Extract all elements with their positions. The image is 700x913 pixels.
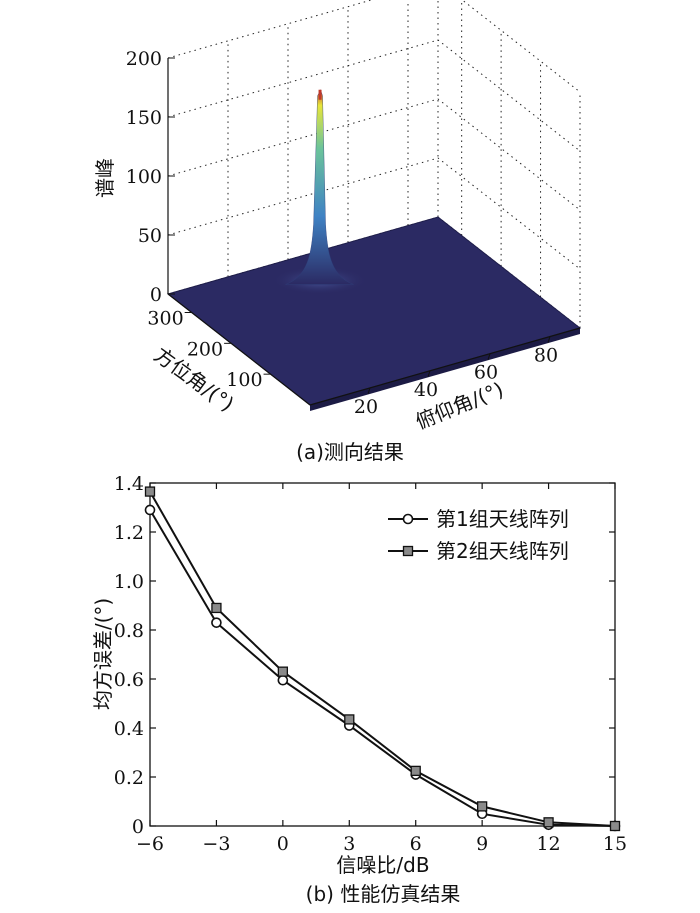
- elevation-tick-label: 20: [354, 396, 378, 418]
- x-tick-label: 9: [476, 833, 488, 855]
- legend-marker-circle: [402, 513, 414, 525]
- z-tick-labels: 0 50 100 150 200: [126, 48, 175, 306]
- x-ticks: −6 −3 0 3 6 9 12 15: [136, 483, 627, 855]
- series-2-point: [277, 666, 289, 677]
- series-2-point: [543, 817, 554, 828]
- plot-frame: [149, 482, 616, 827]
- surface-peak: [271, 89, 368, 295]
- series-1-point: [144, 504, 156, 516]
- azimuth-tick-label: 300: [147, 308, 183, 330]
- z-tick-label: 100: [126, 166, 162, 188]
- z-tick-label: 0: [150, 284, 162, 306]
- z-tick-label: 200: [126, 48, 162, 70]
- y-tick-label: 0.2: [114, 767, 144, 789]
- series-2-point: [410, 765, 421, 777]
- x-tick-label: −6: [136, 833, 164, 855]
- z-tick-label: 50: [138, 225, 162, 247]
- elevation-tick-label: 40: [414, 379, 438, 401]
- azimuth-tick-label: 200: [187, 338, 223, 360]
- series-2-point: [344, 714, 355, 725]
- x-tick-label: −3: [202, 833, 230, 855]
- legend: 第1组天线阵列 第2组天线阵列: [378, 500, 604, 572]
- y-tick-label: 0.8: [114, 620, 144, 642]
- legend-label-1: 第1组天线阵列: [436, 507, 569, 531]
- azimuth-tick-label: 100: [226, 369, 262, 391]
- y-tick-label: 0.6: [114, 669, 144, 691]
- series-line-2: [149, 491, 616, 827]
- z-axis-label: 谱峰: [93, 158, 117, 198]
- legend-marker-square: [402, 545, 414, 557]
- x-tick-label: 6: [410, 833, 422, 855]
- y-tick-label: 0.4: [114, 718, 144, 740]
- y-tick-label: 1.4: [114, 473, 144, 495]
- caption-b: (b) 性能仿真结果: [306, 882, 461, 906]
- x-tick-label: 0: [277, 833, 289, 855]
- elevation-tick-labels: 20 40 60 80: [354, 336, 558, 418]
- x-tick-label: 12: [536, 833, 560, 855]
- z-tick-label: 150: [126, 107, 162, 129]
- legend-label-2: 第2组天线阵列: [436, 539, 569, 563]
- y-ticks: 0 0.2 0.4 0.6 0.8 1.0 1.2 1.4: [114, 473, 615, 838]
- series-1-point: [277, 674, 289, 686]
- series-lines: [144, 486, 621, 832]
- series-2-point: [144, 486, 156, 497]
- x-axis-label: 信噪比/dB: [336, 853, 429, 877]
- series-2-point: [476, 801, 488, 812]
- y-tick-label: 0: [132, 816, 144, 838]
- elevation-tick-label: 80: [534, 345, 558, 367]
- x-tick-label: 15: [603, 833, 627, 855]
- y-tick-label: 1.2: [114, 522, 144, 544]
- y-axis-label: 均方误差/(°): [91, 598, 115, 710]
- caption-a: (a)测向结果: [296, 440, 404, 464]
- y-tick-label: 1.0: [114, 571, 144, 593]
- series-1-point: [211, 617, 222, 628]
- line-chart: 0 0.2 0.4 0.6 0.8 1.0 1.2 1.4 −6 −3 0 3 6 9 12 15 第1组天…: [91, 473, 627, 906]
- elevation-tick-label: 60: [474, 362, 498, 384]
- series-2-point: [211, 602, 222, 614]
- series-line-1: [149, 509, 616, 827]
- x-tick-label: 3: [343, 833, 355, 855]
- series-2-point: [609, 820, 621, 832]
